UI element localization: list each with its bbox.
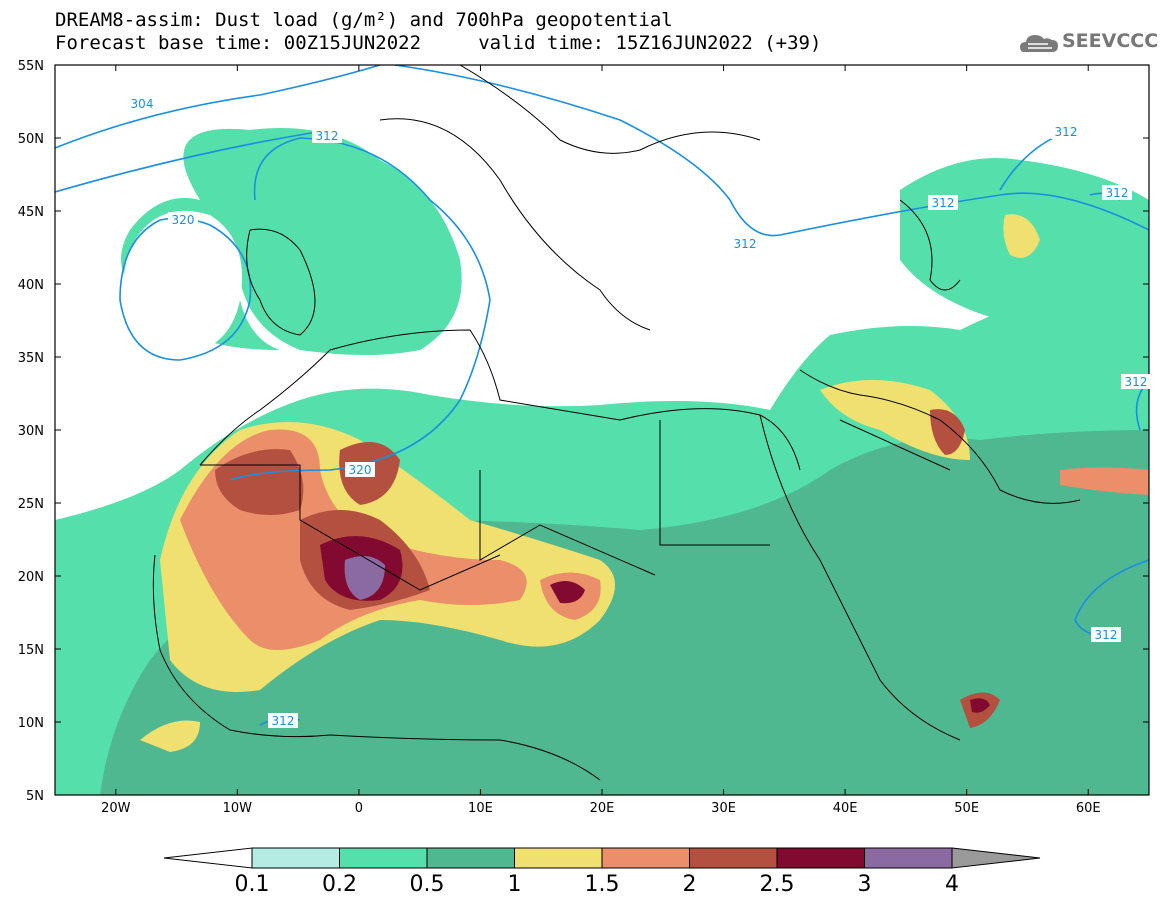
colorbar-low-arrow [163,847,253,869]
contour-label: 312 [734,237,757,251]
colorbar-label: 2.5 [759,872,795,897]
colorbar-label: 3 [857,872,872,897]
title-line-1: DREAM8-assim: Dust load (g/m²) and 700hP… [55,9,673,31]
contour-label: 312 [316,129,339,143]
lon-tick-label: 10E [468,801,493,816]
colorbar-box [864,847,953,869]
contour-label-bg [127,96,157,111]
contour-label: 312 [1125,375,1148,389]
contour-label-bg [268,713,298,728]
contour-label-group: 304 312 320 312 320 312 312 312 312 312 312 [127,96,1151,728]
colorbar-box [689,847,778,869]
dust-field [55,128,1149,795]
contour-label-bg [1121,374,1151,389]
contour-label: 312 [1095,628,1118,642]
lon-tick-label: 10W [223,801,253,816]
colorbar-box [514,847,603,869]
colorbar-label: 4 [945,872,959,897]
contour-label-bg [928,195,958,210]
contour-label: 312 [1106,186,1129,200]
contour-label-bg [730,236,760,251]
lat-tick-label: 55N [18,59,44,74]
contour-label: 312 [272,714,295,728]
colorbar-box [776,847,865,869]
contour-label: 320 [172,213,195,227]
longitude-axis: 20W 10W 0 10E 20E 30E 40E 50E 60E [101,65,1101,816]
contour-label-bg [345,462,375,477]
lat-tick-label: 20N [18,570,44,585]
contour-label-bg [168,212,198,227]
lat-tick-label: 50N [18,132,44,147]
lon-tick-label: 40E [833,801,858,816]
lon-tick-label: 50E [954,801,979,816]
contour-label: 312 [932,196,955,210]
contour-label-bg [1091,627,1121,642]
colorbar-box [251,847,340,869]
lon-tick-label: 30E [711,801,736,816]
coastlines [152,65,1081,781]
logo-text: SEEVCCC [1062,30,1159,52]
contour-label: 304 [131,97,154,111]
lat-tick-label: 25N [18,497,44,512]
lat-tick-label: 30N [18,424,44,439]
colorbar-box [601,847,690,869]
lat-tick-label: 10N [18,716,44,731]
colorbar-label: 0.5 [409,872,445,897]
title-line-2: Forecast base time: 00Z15JUN2022 valid t… [55,32,822,54]
cloud-icon [1020,35,1058,52]
colorbar-label: 1.5 [584,872,620,897]
contour-label-bg [312,128,342,143]
lat-tick-label: 45N [18,205,44,220]
colorbar-label: 1 [507,872,522,897]
lon-tick-label: 20E [590,801,615,816]
colorbar-label: 2 [682,872,697,897]
lat-tick-label: 5N [26,789,44,804]
colorbar [163,847,1041,869]
contour-label: 320 [349,463,372,477]
colorbar-box [339,847,428,869]
geopotential-contours [55,65,1149,726]
colorbar-label: 0.1 [234,872,270,897]
contour-label-bg [1051,124,1081,139]
latitude-axis: 55N 50N 45N 40N 35N 30N 25N 20N 15N 10N 5N [18,59,1149,804]
lon-tick-label: 0 [355,801,363,816]
colorbar-label: 0.2 [322,872,357,897]
contour-label-bg [1102,185,1132,200]
colorbar-high-arrow [951,847,1041,869]
contour-label: 312 [1055,125,1078,139]
colorbar-box [426,847,515,869]
lat-tick-label: 15N [18,643,44,658]
lat-tick-label: 35N [18,351,44,366]
lon-tick-label: 20W [101,801,131,816]
lat-tick-label: 40N [18,278,44,293]
lon-tick-label: 60E [1076,801,1101,816]
